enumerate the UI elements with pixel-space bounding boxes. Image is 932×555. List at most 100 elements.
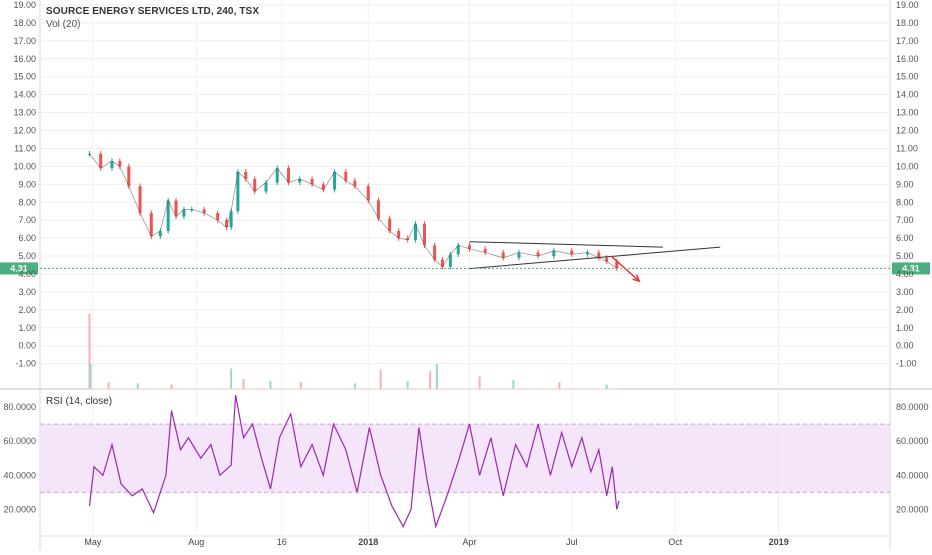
candle-body	[397, 230, 401, 239]
candle-body	[406, 238, 410, 240]
volume-bar	[558, 382, 561, 389]
price-tick-label-right: 7.00	[896, 215, 914, 225]
price-tick-label-left: 10.00	[13, 161, 36, 171]
price-tick-label-left: 16.00	[13, 54, 36, 64]
candle-body	[118, 161, 122, 167]
price-tick-label-right: 9.00	[896, 179, 914, 189]
rsi-tick-label-right: 80.0000	[896, 402, 929, 412]
candle-body	[229, 211, 233, 228]
volume-bar	[136, 383, 139, 389]
candle-body	[310, 178, 314, 185]
symbol-title: SOURCE ENERGY SERVICES LTD, 240, TSX	[46, 6, 260, 17]
candle-body	[344, 171, 348, 181]
candle-body	[321, 184, 325, 190]
rsi-tick-label-left: 60.0000	[3, 436, 36, 446]
price-candles	[87, 151, 619, 272]
rsi-band-fill	[40, 424, 890, 493]
price-tick-label-right: 13.00	[896, 108, 919, 118]
price-tick-label-right: 16.00	[896, 54, 919, 64]
price-tick-label-right: 19.00	[896, 0, 919, 10]
price-tick-label-left: 18.00	[13, 18, 36, 28]
last-price-badge-left-label: 4.31	[10, 263, 28, 273]
time-tick-label: 16	[277, 537, 287, 547]
volume-bar	[88, 314, 91, 389]
volume-bar	[299, 382, 302, 389]
last-price-badge-left	[0, 262, 38, 275]
candle-body	[174, 200, 178, 217]
price-tick-label-left: 17.00	[13, 36, 36, 46]
price-tick-label-left: 12.00	[13, 126, 36, 136]
price-tick-label-right: 3.00	[896, 287, 914, 297]
time-tick-label: 2018	[358, 537, 378, 547]
price-path	[89, 153, 618, 269]
price-tick-label-right: 11.00	[896, 143, 918, 153]
price-tick-label-right: 12.00	[896, 126, 919, 136]
price-tick-label-right: 18.00	[896, 18, 919, 28]
rsi-tick-label-left: 20.0000	[3, 504, 36, 514]
price-tick-label-right: -1.00	[896, 359, 917, 369]
volume-bar	[170, 384, 173, 389]
time-tick-label: Jul	[566, 537, 578, 547]
price-tick-label-left: 3.00	[18, 287, 36, 297]
candle-body	[414, 223, 418, 240]
volume-bar	[512, 379, 515, 389]
candle-body	[448, 254, 452, 267]
volume-bar	[242, 378, 245, 389]
triangle-lower-line	[469, 246, 721, 270]
candle-body	[182, 209, 186, 217]
candle-body	[253, 178, 257, 192]
price-tick-label-right: 0.00	[896, 341, 914, 351]
price-tick-label-left: 11.00	[14, 143, 36, 153]
rsi-indicator-label: RSI (14, close)	[46, 396, 113, 407]
price-tick-label-left: 8.00	[18, 197, 36, 207]
volume-bar	[379, 369, 382, 389]
price-tick-label-right: 14.00	[896, 90, 919, 100]
rsi-tick-label-right: 20.0000	[896, 504, 929, 514]
price-tick-label-left: 19.00	[13, 0, 36, 10]
volume-bar	[605, 384, 608, 389]
candle-body	[605, 257, 609, 262]
candle-body	[456, 245, 460, 255]
volume-bar	[230, 368, 233, 389]
candle-body	[166, 200, 170, 231]
candle-body	[517, 252, 521, 258]
volume-bar	[406, 381, 409, 389]
candle-body	[138, 186, 142, 214]
price-tick-label-right: 17.00	[896, 36, 919, 46]
rsi-tick-label-left: 40.0000	[3, 470, 36, 480]
time-tick-label: 2019	[769, 537, 789, 547]
rsi-path	[88, 394, 620, 529]
candle-body	[552, 250, 556, 257]
candle-body	[333, 171, 337, 190]
last-price-badge-right-label: 4.31	[902, 263, 920, 273]
price-tick-label-left: 2.00	[18, 305, 36, 315]
volume-bar	[435, 364, 438, 389]
time-tick-label: May	[84, 537, 102, 547]
candle-body	[202, 209, 206, 214]
candle-body	[536, 252, 540, 257]
candle-body	[353, 180, 357, 187]
candle-body	[388, 218, 392, 231]
candle-body	[190, 209, 194, 211]
volume-bar	[269, 381, 272, 389]
breakdown-arrow-head	[632, 274, 641, 283]
volume-bar	[107, 382, 110, 389]
price-tick-label-left: 15.00	[13, 72, 36, 82]
rsi-tick-label-right: 40.0000	[896, 470, 929, 480]
time-tick-label: Apr	[462, 537, 476, 547]
volume-bar	[353, 383, 356, 389]
rsi-tick-label-left: 80.0000	[3, 402, 36, 412]
rsi-band	[40, 423, 890, 493]
volume-indicator-label: Vol (20)	[46, 19, 81, 30]
candle-body	[216, 213, 220, 221]
candle-body	[366, 186, 370, 201]
rsi-line	[88, 394, 620, 529]
price-tick-label-right: 4.00	[896, 269, 914, 279]
candle-body	[236, 171, 240, 212]
candle-body	[225, 220, 229, 228]
price-tick-label-left: 1.00	[18, 323, 36, 333]
rsi-tick-label-right: 60.0000	[896, 436, 929, 446]
candle-body	[597, 252, 601, 258]
price-tick-label-right: 1.00	[896, 323, 914, 333]
